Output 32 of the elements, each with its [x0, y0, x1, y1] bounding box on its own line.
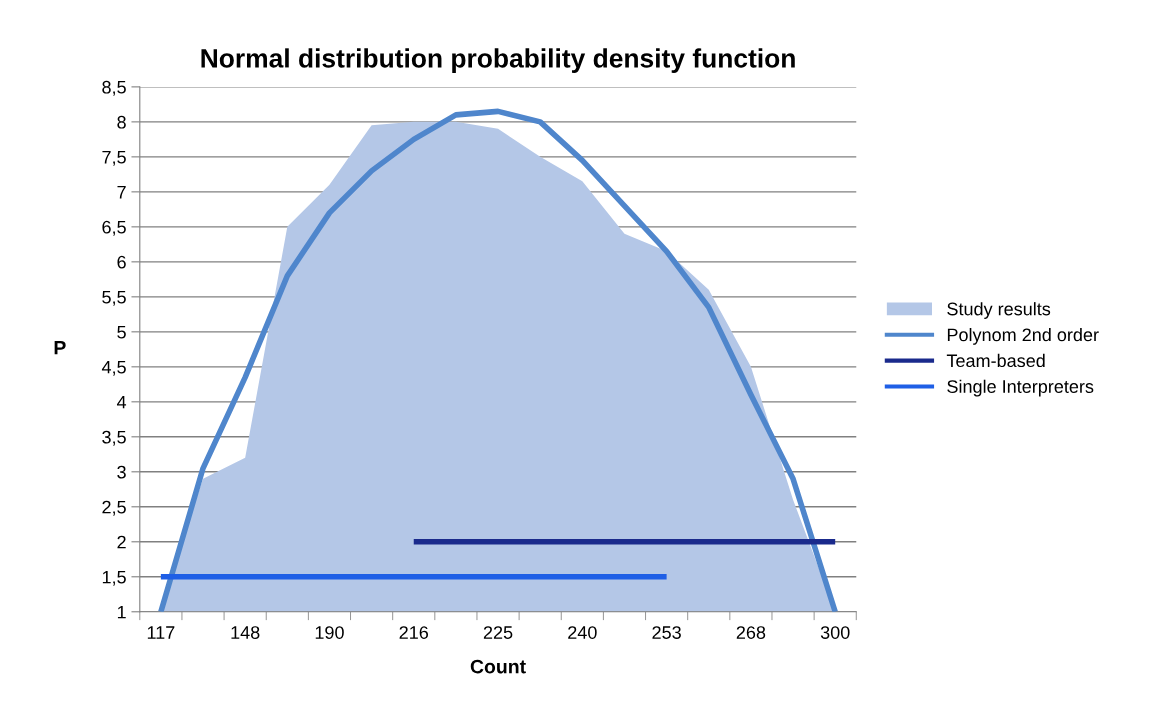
y-tick-label: 4,5 [101, 360, 126, 376]
y-tick-label: 5 [117, 325, 126, 339]
y-tick-label: 7,5 [102, 150, 126, 166]
y-tick-label: 2,5 [102, 500, 126, 516]
y-tick-label: 1 [117, 605, 126, 619]
y-tick-label: 2 [117, 535, 126, 549]
x-tick-label: 148 [231, 626, 260, 639]
y-tick-label: 8,5 [102, 80, 126, 96]
x-tick-label: 216 [399, 626, 429, 639]
y-tick-label: 6,5 [102, 220, 126, 236]
y-tick-label: 1,5 [102, 570, 126, 586]
y-axis-title: P [54, 340, 66, 355]
y-tick-label: 3,5 [102, 430, 126, 446]
legend-label: Team-based [946, 353, 1045, 368]
x-tick-label: 190 [315, 626, 344, 639]
y-tick-label: 4 [116, 395, 127, 409]
x-tick-label: 253 [652, 626, 681, 639]
y-tick-label: 7 [117, 185, 126, 199]
chart-title: Normal distribution probability density function [201, 48, 795, 73]
legend-label: Polynom 2nd order [947, 327, 1099, 345]
legend-label: Study results [947, 302, 1051, 319]
x-tick-label: 117 [147, 626, 175, 639]
y-tick-label: 5,5 [102, 290, 126, 306]
x-axis-title: Count [470, 659, 526, 674]
y-tick-label: 3 [117, 465, 126, 479]
legend-label: Single Interpreters [947, 379, 1094, 397]
y-tick-label: 6 [117, 255, 126, 269]
y-tick-label: 8 [117, 115, 126, 129]
x-tick-label: 240 [568, 626, 597, 639]
x-tick-label: 268 [736, 626, 766, 639]
x-tick-label: 225 [483, 626, 513, 639]
x-tick-label: 300 [820, 626, 850, 639]
